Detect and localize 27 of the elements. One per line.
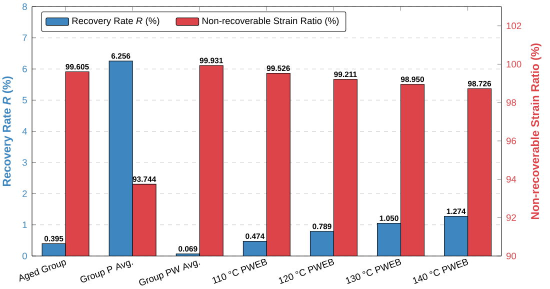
x-tick-label: 130 °C PWEB [346,258,402,284]
y-tick-label: 2 [22,190,27,197]
y2-axis-title: Non-recoverable Strain Ratio (%) [530,43,542,220]
y2-tick-label: 100 [506,60,522,68]
y-tick-label: 4 [22,128,28,135]
y-tick-label: 3 [22,159,27,166]
y-tick-label: 1 [22,222,27,228]
legend-label: Recovery Rate R (%) [72,17,160,26]
y-axis-title: Recovery Rate R (%) [2,76,13,186]
y-tick-label: 5 [22,96,27,104]
y-tick-label: 6 [22,66,27,72]
x-tick-label: Group P Avg. [80,260,134,282]
y2-tick-label: 90 [506,252,516,260]
x-tick-label: Aged Group [20,260,66,282]
y2-tick-label: 96 [506,138,516,144]
y2-tick-label: 92 [506,214,516,221]
x-tick-label: 120 °C PWEB [278,258,334,284]
x-tick-label: 110 °C PWEB [212,258,267,284]
y2-tick-label: 102 [506,22,522,30]
x-tick-label: Group PW Avg. [139,260,200,286]
legend-label: Non-recoverable Strain Ratio (%) [202,17,339,26]
x-tick-label: 140 °C PWEB [412,258,468,284]
y-tick-label: 7 [22,34,27,42]
y2-tick-label: 98 [506,99,516,106]
y-tick-label: 8 [22,3,27,10]
y2-tick-label: 94 [506,176,516,183]
y-tick-label: 0 [22,252,27,260]
